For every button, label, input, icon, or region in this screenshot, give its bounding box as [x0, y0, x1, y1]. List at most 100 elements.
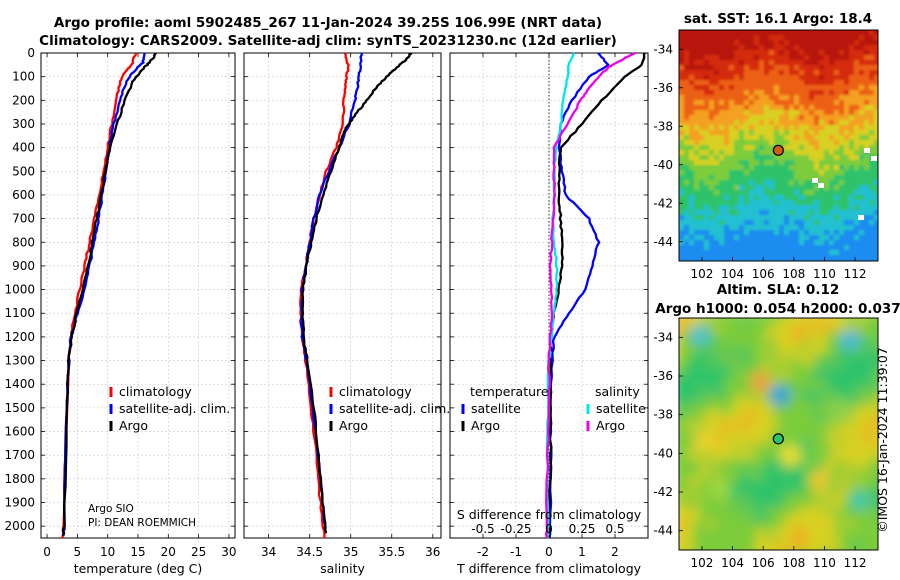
sla-title-line-1: Altim. SLA: 0.12	[717, 282, 839, 298]
x-tick-label: 34.5	[296, 545, 323, 559]
top-tick-label: 0.25	[569, 522, 596, 536]
credit-text: ©IMOS 16-Jan-2024 11:39:07	[875, 347, 890, 533]
x-tick-label: 1	[578, 545, 586, 559]
difference-panel: -2 -1 0 1 2 T difference from climatology S di…	[449, 51, 649, 576]
map-field	[679, 30, 878, 261]
map-lon-label: 106	[752, 556, 775, 570]
legend-title-temperature: temperature	[470, 384, 549, 399]
x-tick-label: 25	[191, 545, 206, 559]
legend-label: satellite-adj. clim.	[119, 401, 230, 416]
legend-label: Argo	[339, 418, 368, 433]
map-lat-label: -34	[653, 42, 673, 56]
map-lat-label: -38	[653, 119, 673, 133]
map-lat-label: -40	[653, 446, 673, 460]
legend-label: climatology	[119, 384, 192, 399]
depth-tick-label: 300	[12, 117, 35, 131]
sla-map: Altim. SLA: 0.12 Argo h1000: 0.054 h2000:…	[653, 282, 900, 570]
map-field	[679, 318, 878, 550]
depth-tick-label: 1900	[4, 496, 35, 510]
map-lon-label: 104	[721, 556, 744, 570]
sla-title-line-2: Argo h1000: 0.054 h2000: 0.037	[655, 301, 900, 317]
argo-location-marker	[772, 144, 784, 156]
map-lon-label: 102	[691, 556, 714, 570]
temperature-panel: 0100200300400500600700800900100011001200…	[4, 46, 236, 576]
depth-tick-label: 1500	[4, 401, 35, 415]
x-tick-label: 36	[425, 545, 440, 559]
x-tick-label: 5	[74, 545, 82, 559]
series-line-temperature-argo	[547, 52, 646, 539]
sst-map: sat. SST: 16.1 Argo: 18.4 102 104 106 108 110…	[653, 11, 879, 281]
depth-tick-label: 500	[12, 164, 35, 178]
salinity-panel: 34 34.5 35 35.5 36 salinity climatology satelli…	[243, 52, 450, 576]
top-tick-label: -0.5	[471, 522, 494, 536]
legend-label: Argo	[471, 418, 500, 433]
x-axis-label: temperature (deg C)	[74, 561, 203, 576]
legend-label: satellite	[596, 401, 646, 416]
series-line-salinity-argo	[544, 51, 636, 539]
map-lat-label: -36	[653, 81, 673, 95]
map-lat-label: -40	[653, 158, 673, 172]
depth-tick-label: 100	[12, 70, 35, 84]
depth-tick-label: 1000	[4, 283, 35, 297]
map-lat-label: -42	[653, 196, 673, 210]
top-tick-label: 0	[545, 522, 553, 536]
legend-label: Argo	[119, 418, 148, 433]
depth-tick-label: 1300	[4, 354, 35, 368]
map-lon-label: 104	[721, 267, 744, 281]
top-tick-label: 0.5	[605, 522, 624, 536]
x-tick-label: 34	[261, 545, 276, 559]
legend-label: Argo	[596, 418, 625, 433]
map-lon-label: 108	[782, 267, 805, 281]
series-line-climatology	[299, 52, 350, 538]
series-line-argo	[301, 52, 413, 534]
x-tick-label: 30	[221, 545, 236, 559]
map-lat-label: -38	[653, 408, 673, 422]
series-line-satellite-adj-clim-	[61, 52, 146, 536]
legend-label: satellite-adj. clim.	[339, 401, 450, 416]
x-tick-label: 35	[343, 545, 358, 559]
map-frame	[678, 29, 879, 262]
series-line-satellite-adj-clim-	[300, 52, 363, 531]
map-lon-label: 112	[844, 556, 867, 570]
depth-tick-label: 2000	[4, 519, 35, 533]
x-tick-label: -2	[477, 545, 489, 559]
x-tick-label: 35.5	[378, 545, 405, 559]
x-tick-label: -1	[510, 545, 522, 559]
title-line-1: Argo profile: aoml 5902485_267 11-Jan-20…	[54, 15, 602, 31]
x-axis-label: salinity	[320, 561, 365, 576]
depth-tick-label: 900	[12, 259, 35, 273]
map-lon-label: 108	[782, 556, 805, 570]
top-tick-label: -0.25	[500, 522, 531, 536]
depth-tick-label: 1800	[4, 472, 35, 486]
x-tick-label: 0	[545, 545, 553, 559]
depth-tick-label: 1600	[4, 425, 35, 439]
x-axis-label: T difference from climatology	[456, 561, 642, 576]
depth-tick-label: 1100	[4, 306, 35, 320]
x-tick-label: 20	[161, 545, 176, 559]
map-lon-label: 112	[844, 267, 867, 281]
title-line-2: Climatology: CARS2009. Satellite-adj cli…	[39, 33, 617, 49]
depth-tick-label: 600	[12, 188, 35, 202]
depth-tick-label: 800	[12, 235, 35, 249]
depth-tick-label: 200	[12, 93, 35, 107]
depth-tick-label: 400	[12, 141, 35, 155]
top-axis-label: S difference from climatology	[457, 507, 642, 522]
sst-title: sat. SST: 16.1 Argo: 18.4	[684, 11, 872, 27]
legend-title-salinity: salinity	[595, 384, 640, 399]
map-lon-label: 110	[813, 556, 836, 570]
map-lon-label: 102	[691, 267, 714, 281]
legend-label: satellite	[471, 401, 521, 416]
map-lon-label: 106	[752, 267, 775, 281]
depth-tick-label: 700	[12, 212, 35, 226]
series-line-climatology	[61, 52, 137, 539]
map-lat-label: -44	[653, 524, 673, 538]
plot-frame	[243, 52, 442, 539]
argo-location-marker	[772, 433, 784, 445]
depth-tick-label: 1700	[4, 448, 35, 462]
x-tick-label: 10	[100, 545, 115, 559]
map-lon-label: 110	[813, 267, 836, 281]
depth-tick-label: 0	[27, 46, 35, 60]
map-frame	[678, 317, 879, 551]
map-lat-label: -34	[653, 330, 673, 344]
